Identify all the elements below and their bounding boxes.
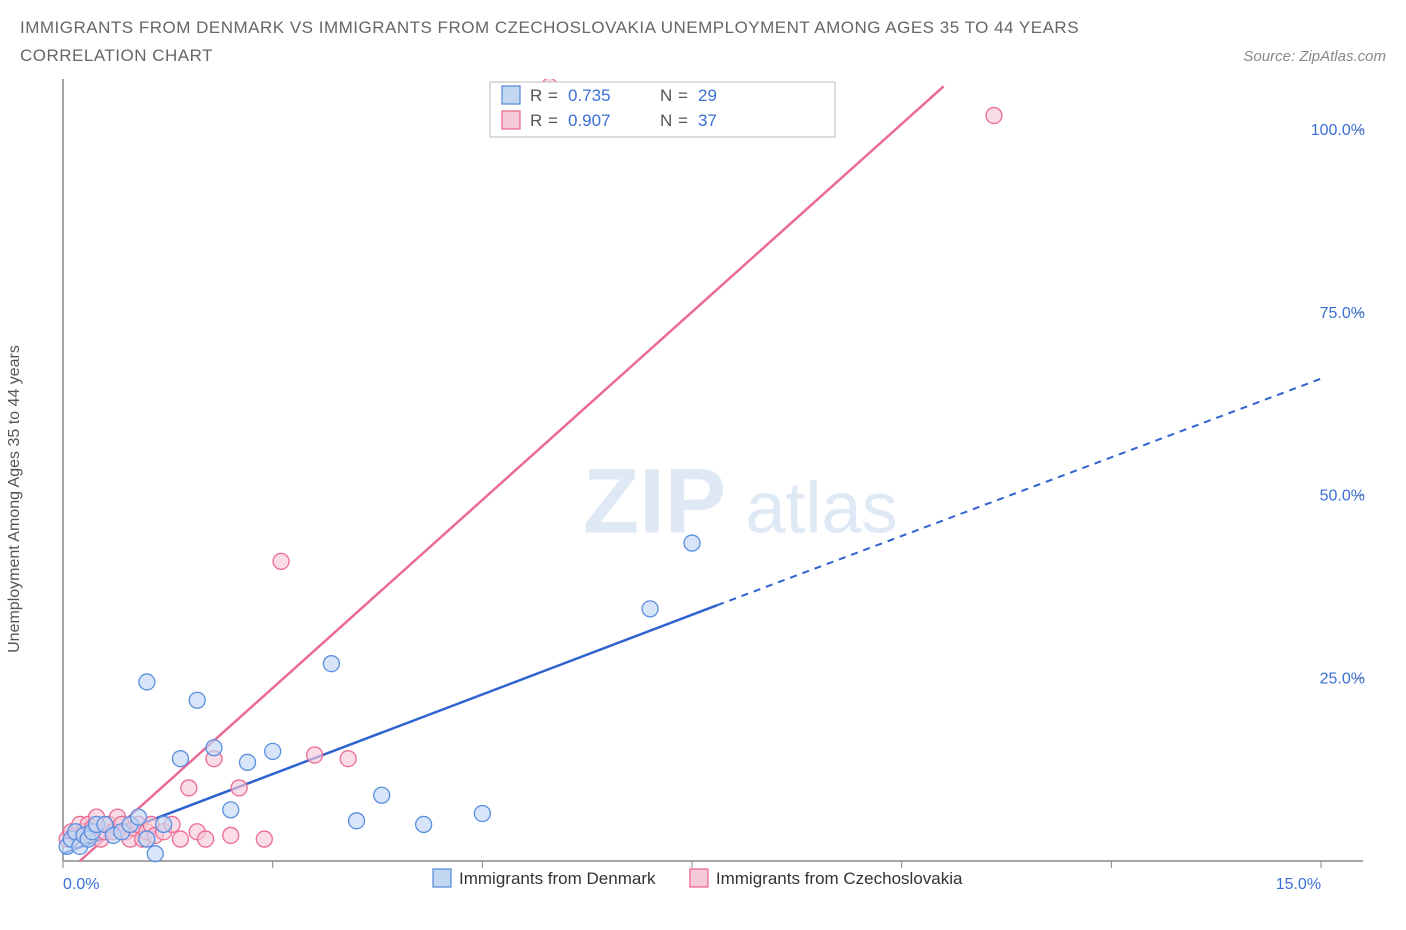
source-label: Source: — [1243, 48, 1295, 65]
stats-eq: = — [678, 86, 688, 105]
y-tick-label: 75.0% — [1320, 305, 1365, 322]
chart-area: Unemployment Among Ages 35 to 44 years Z… — [55, 79, 1406, 919]
point-denmark — [474, 805, 490, 821]
stats-r-value: 0.907 — [568, 111, 611, 130]
scatter-plot-svg: ZIPatlas 0.0% 15.0% 25.0% 50.0% 75.0% 100.0% R =… — [55, 79, 1395, 919]
point-denmark — [265, 743, 281, 759]
stats-r-label: R — [530, 111, 542, 130]
y-tick-label: 50.0% — [1320, 488, 1365, 505]
stats-eq: = — [678, 111, 688, 130]
y-tick-label: 25.0% — [1320, 670, 1365, 687]
chart-subtitle: CORRELATION CHART — [20, 46, 213, 66]
point-czech — [273, 553, 289, 569]
point-czech — [181, 780, 197, 796]
point-denmark — [172, 751, 188, 767]
stats-eq: = — [548, 111, 558, 130]
stats-swatch — [502, 86, 520, 104]
stats-n-label: N — [660, 111, 672, 130]
point-denmark — [240, 754, 256, 770]
point-denmark — [147, 846, 163, 862]
subtitle-row: CORRELATION CHART Source: ZipAtlas.com — [0, 40, 1406, 74]
x-tick-label: 15.0% — [1276, 876, 1321, 893]
y-axis-label: Unemployment Among Ages 35 to 44 years — [6, 345, 24, 653]
point-czech — [198, 831, 214, 847]
point-denmark — [139, 831, 155, 847]
watermark-bold: ZIP — [583, 451, 726, 553]
point-denmark — [139, 674, 155, 690]
y-tick-label: 100.0% — [1311, 122, 1365, 139]
point-denmark — [223, 802, 239, 818]
point-czech — [172, 831, 188, 847]
legend-label: Immigrants from Denmark — [459, 869, 656, 888]
point-denmark — [642, 601, 658, 617]
source-attribution: Source: ZipAtlas.com — [1243, 48, 1386, 65]
point-denmark — [349, 813, 365, 829]
legend-swatch — [433, 869, 451, 887]
legend-swatch — [690, 869, 708, 887]
source-value: ZipAtlas.com — [1299, 48, 1386, 65]
point-denmark — [189, 692, 205, 708]
point-denmark — [156, 816, 172, 832]
stats-n-value: 37 — [698, 111, 717, 130]
stats-n-value: 29 — [698, 86, 717, 105]
point-czech — [986, 108, 1002, 124]
point-czech — [223, 827, 239, 843]
stats-swatch — [502, 111, 520, 129]
point-czech — [256, 831, 272, 847]
point-denmark — [130, 809, 146, 825]
stats-n-label: N — [660, 86, 672, 105]
point-denmark — [684, 535, 700, 551]
point-denmark — [323, 656, 339, 672]
point-czech — [340, 751, 356, 767]
x-tick-label: 0.0% — [63, 876, 99, 893]
chart-title: IMMIGRANTS FROM DENMARK VS IMMIGRANTS FR… — [0, 0, 1406, 40]
stats-eq: = — [548, 86, 558, 105]
point-czech — [307, 747, 323, 763]
stats-r-value: 0.735 — [568, 86, 611, 105]
legend-label: Immigrants from Czechoslovakia — [716, 869, 963, 888]
point-denmark — [374, 787, 390, 803]
point-denmark — [206, 740, 222, 756]
stats-r-label: R — [530, 86, 542, 105]
watermark-light: atlas — [746, 469, 898, 549]
point-denmark — [416, 816, 432, 832]
point-czech — [231, 780, 247, 796]
